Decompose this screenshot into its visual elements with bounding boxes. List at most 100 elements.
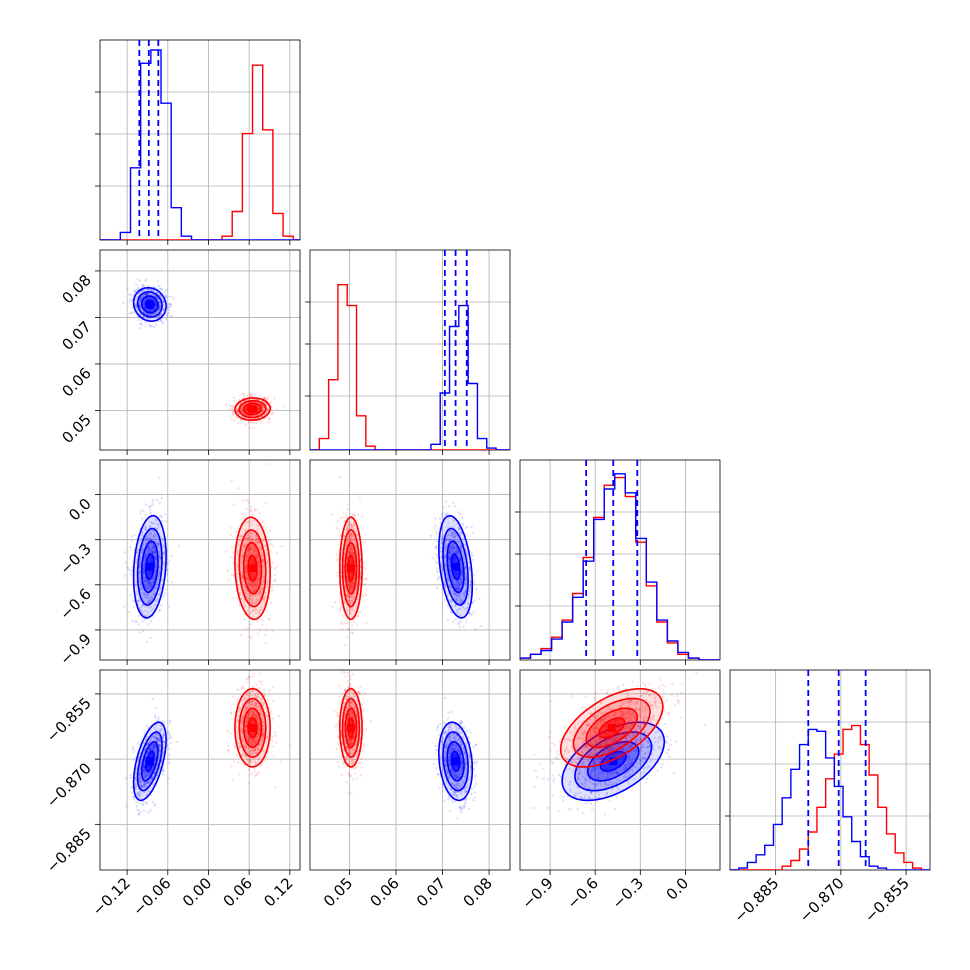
scatter-point (150, 793, 153, 797)
scatter-point (268, 529, 271, 532)
scatter-point (266, 407, 269, 410)
scatter-point (443, 555, 446, 559)
scatter-point (133, 291, 136, 294)
scatter-point (126, 566, 129, 569)
scatter-point (146, 594, 149, 597)
scatter-point (243, 754, 247, 757)
scatter-point (255, 581, 258, 584)
scatter-point (348, 537, 352, 540)
scatter-point (242, 545, 246, 548)
histogram-step-series-b (100, 64, 300, 240)
scatter-point (348, 533, 352, 536)
scatter-point (256, 538, 259, 541)
scatter-point (336, 527, 339, 530)
scatter-point (352, 524, 356, 527)
scatter-point (457, 526, 460, 530)
scatter-point (134, 800, 138, 804)
scatter-point (230, 555, 233, 559)
scatter-point (157, 716, 160, 719)
scatter-point (158, 314, 161, 318)
scatter-point (138, 300, 142, 303)
scatter-point (454, 604, 457, 608)
scatter-point (246, 610, 249, 613)
scatter-point (264, 544, 267, 547)
scatter-point (350, 631, 354, 635)
scatter-point (151, 775, 154, 778)
scatter-point (149, 747, 152, 750)
scatter-point (245, 538, 248, 541)
scatter-point (262, 564, 265, 567)
scatter-point (353, 576, 356, 579)
scatter-point (352, 514, 355, 517)
scatter-point (127, 293, 131, 296)
scatter-point (146, 596, 149, 599)
scatter-content (124, 672, 292, 816)
scatter-point (252, 548, 255, 551)
scatter-point (447, 516, 451, 519)
scatter-point (224, 550, 228, 553)
scatter-point (341, 628, 344, 631)
scatter-point (149, 532, 152, 536)
scatter-point (142, 301, 146, 304)
scatter-point (459, 546, 462, 549)
scatter-point (256, 717, 259, 721)
scatter-point (146, 743, 149, 746)
scatter-point (138, 777, 141, 781)
scatter-point (467, 602, 470, 606)
scatter-point (452, 525, 455, 528)
scatter-point (141, 289, 144, 292)
scatter-point (139, 810, 142, 814)
scatter-point (157, 543, 160, 546)
scatter-point (156, 279, 160, 282)
scatter-point (254, 548, 257, 551)
scatter-point (126, 287, 129, 290)
scatter-point (248, 711, 251, 714)
scatter-point (235, 531, 238, 534)
scatter-point (470, 525, 473, 529)
scatter-point (229, 405, 232, 408)
scatter-point (248, 547, 251, 551)
scatter-point (158, 752, 161, 755)
scatter-point (448, 551, 451, 554)
scatter-point (163, 561, 166, 564)
scatter-point (250, 598, 253, 602)
scatter-point (257, 723, 261, 726)
scatter-point (459, 577, 462, 581)
scatter-point (151, 501, 154, 504)
scatter-point (266, 766, 270, 769)
scatter-point (128, 300, 131, 303)
scatter-point (445, 545, 448, 549)
scatter-point (458, 625, 462, 629)
scatter-point (260, 522, 263, 525)
scatter-point (247, 548, 250, 552)
scatter-point (352, 523, 356, 527)
scatter-point (448, 586, 452, 589)
scatter-point (244, 570, 248, 573)
scatter-point (449, 551, 452, 555)
scatter-point (235, 566, 238, 569)
scatter-point (465, 609, 468, 612)
scatter-point (152, 308, 156, 311)
scatter-point (242, 684, 245, 688)
scatter-point (142, 599, 146, 602)
scatter-point (244, 746, 247, 749)
scatter-point (157, 759, 160, 762)
scatter-point (231, 411, 234, 414)
scatter-point (456, 581, 459, 584)
scatter-point (254, 587, 258, 590)
scatter-point (150, 748, 153, 752)
scatter-point (134, 786, 138, 789)
scatter-point (143, 293, 147, 296)
scatter-point (266, 562, 269, 565)
scatter-point (348, 586, 351, 590)
scatter-point (253, 700, 256, 703)
scatter-point (250, 594, 253, 598)
scatter-point (244, 408, 247, 411)
scatter-point (253, 748, 256, 751)
scatter-point (257, 755, 260, 758)
histogram-step-series-a (310, 304, 510, 450)
scatter-point (249, 548, 252, 551)
scatter-point (449, 529, 452, 533)
scatter-point (330, 513, 334, 516)
scatter-point (143, 593, 146, 596)
